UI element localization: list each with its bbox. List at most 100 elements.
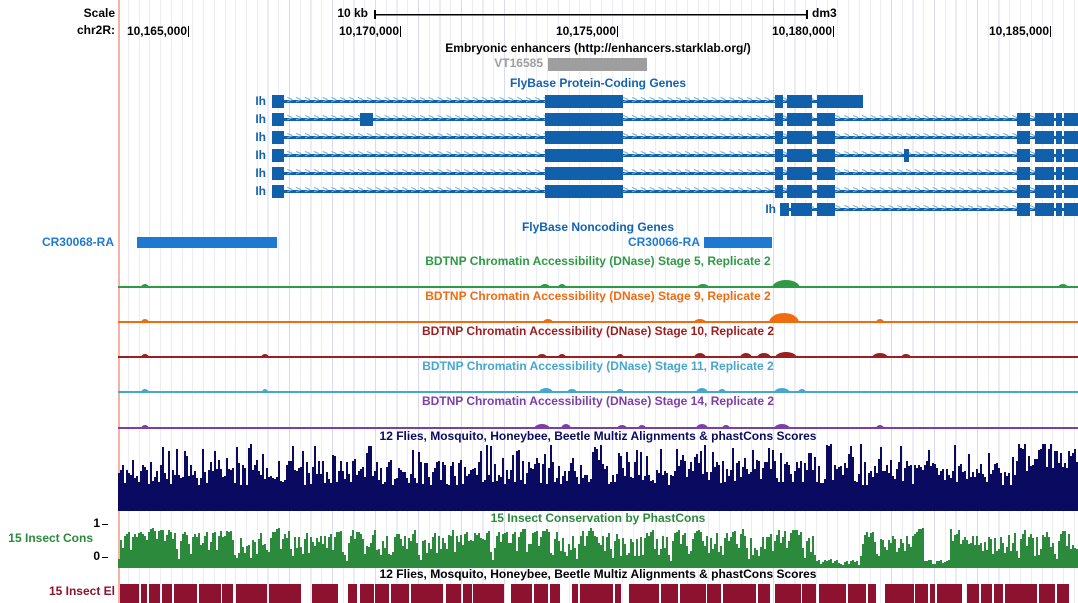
gene-intron-line[interactable]: >>>>>>>>>>>>>>>>>>>>>>>>>>>>>>>>>>>>>>>>… xyxy=(278,149,1078,162)
gene-exon[interactable] xyxy=(775,167,783,180)
gene-exon[interactable] xyxy=(833,95,863,108)
gene-intron-line[interactable]: >>>>>>>>>>>>>>>>>>>>>>>>>>>>>>>>>>>>> xyxy=(782,203,1078,216)
gene-intron-line[interactable]: >>>>>>>>>>>>>>>>>>>>>>>>>>>>>>>>>>>>>>>>… xyxy=(278,167,1078,180)
gene-exon[interactable] xyxy=(1017,167,1030,180)
gene-exon[interactable] xyxy=(1035,203,1054,216)
gene-exon[interactable] xyxy=(1056,113,1062,126)
gene-label[interactable]: Ih xyxy=(255,148,266,162)
gene-exon[interactable] xyxy=(1056,167,1062,180)
elements-left-label[interactable]: 15 Insect El xyxy=(48,584,115,598)
gene-exon[interactable] xyxy=(1056,203,1062,216)
gene-exon[interactable] xyxy=(780,203,789,216)
gene-exon[interactable] xyxy=(787,167,812,180)
gene-exon[interactable] xyxy=(1035,131,1054,144)
gene-exon[interactable] xyxy=(904,149,909,162)
track-title-multiz2[interactable]: 12 Flies, Mosquito, Honeybee, Beetle Mul… xyxy=(379,567,817,581)
gene-exon[interactable] xyxy=(1017,131,1030,144)
gene-exon[interactable] xyxy=(272,185,284,198)
gene-exon[interactable] xyxy=(817,185,835,198)
gene-exon[interactable] xyxy=(545,149,623,162)
track-title-bdtnp-1[interactable]: BDTNP Chromatin Accessibility (DNase) St… xyxy=(425,289,771,303)
gene-exon[interactable] xyxy=(1056,149,1062,162)
gene-exon[interactable] xyxy=(1035,149,1054,162)
conservation-left-label[interactable]: 15 Insect Cons xyxy=(8,531,93,545)
gene-exon[interactable] xyxy=(1064,113,1078,126)
gene-exon[interactable] xyxy=(787,95,812,108)
gene-intron-line[interactable]: >>>>>>>>>>>>>>>>>>>>>>>>>>>>>>>>>>>>>>>>… xyxy=(278,113,1078,126)
elements-track[interactable] xyxy=(118,584,1078,603)
track-title-coding[interactable]: FlyBase Protein-Coding Genes xyxy=(509,76,687,90)
noncoding-gene-cr30068[interactable] xyxy=(137,237,277,248)
gene-exon[interactable] xyxy=(817,149,835,162)
enhancer-item-label[interactable]: VT16585 xyxy=(494,56,543,70)
gene-exon[interactable] xyxy=(787,149,812,162)
gene-label[interactable]: Ih xyxy=(765,202,776,216)
gene-exon[interactable] xyxy=(817,131,835,144)
noncoding-gene-cr30066[interactable] xyxy=(704,237,772,248)
gene-exon[interactable] xyxy=(1035,185,1054,198)
gene-exon[interactable] xyxy=(545,131,623,144)
gene-exon[interactable] xyxy=(817,95,835,108)
gene-exon[interactable] xyxy=(545,185,623,198)
noncoding-gene-label-cr30066[interactable]: CR30066-RA xyxy=(627,235,700,249)
signal-baseline[interactable] xyxy=(118,286,1078,288)
gene-label[interactable]: Ih xyxy=(255,166,266,180)
track-title-enhancers[interactable]: Embryonic enhancers (http://enhancers.st… xyxy=(445,41,751,55)
signal-baseline[interactable] xyxy=(118,427,1078,429)
gene-exon[interactable] xyxy=(817,113,835,126)
gene-exon[interactable] xyxy=(272,95,284,108)
gene-exon[interactable] xyxy=(272,131,284,144)
gene-exon[interactable] xyxy=(360,113,373,126)
gene-exon[interactable] xyxy=(1064,185,1078,198)
track-title-bdtnp-2[interactable]: BDTNP Chromatin Accessibility (DNase) St… xyxy=(421,324,775,338)
signal-baseline[interactable] xyxy=(118,391,1078,393)
gene-exon[interactable] xyxy=(545,167,623,180)
track-title-bdtnp-4[interactable]: BDTNP Chromatin Accessibility (DNase) St… xyxy=(421,394,775,408)
gene-exon[interactable] xyxy=(775,95,783,108)
gene-exon[interactable] xyxy=(1056,131,1062,144)
track-title-conservation[interactable]: 15 Insect Conservation by PhastCons xyxy=(490,511,706,525)
conservation-histogram[interactable] xyxy=(118,527,1078,568)
gene-exon[interactable] xyxy=(1035,113,1054,126)
noncoding-gene-label-cr30068[interactable]: CR30068-RA xyxy=(41,235,114,249)
gene-exon[interactable] xyxy=(1064,149,1078,162)
gene-exon[interactable] xyxy=(1035,167,1054,180)
gene-exon[interactable] xyxy=(1064,131,1078,144)
gene-exon[interactable] xyxy=(545,95,623,108)
gene-exon[interactable] xyxy=(272,167,284,180)
gene-label[interactable]: Ih xyxy=(255,184,266,198)
gene-exon[interactable] xyxy=(1017,185,1030,198)
track-title-bdtnp-0[interactable]: BDTNP Chromatin Accessibility (DNase) St… xyxy=(425,254,771,268)
gene-exon[interactable] xyxy=(1064,203,1078,216)
gene-exon[interactable] xyxy=(787,185,812,198)
track-title-noncoding[interactable]: FlyBase Noncoding Genes xyxy=(521,220,675,234)
gene-label[interactable]: Ih xyxy=(255,130,266,144)
enhancer-item-vt16585[interactable] xyxy=(548,58,647,71)
signal-baseline[interactable] xyxy=(118,356,1078,358)
gene-exon[interactable] xyxy=(791,203,812,216)
track-title-bdtnp-3[interactable]: BDTNP Chromatin Accessibility (DNase) St… xyxy=(422,359,774,373)
gene-exon[interactable] xyxy=(775,185,783,198)
gene-exon[interactable] xyxy=(787,113,812,126)
gene-exon[interactable] xyxy=(1064,167,1078,180)
gene-label[interactable]: Ih xyxy=(255,112,266,126)
gene-exon[interactable] xyxy=(775,113,783,126)
gene-label[interactable]: Ih xyxy=(255,94,266,108)
gene-exon[interactable] xyxy=(817,167,835,180)
gene-intron-line[interactable]: >>>>>>>>>>>>>>>>>>>>>>>>>>>>>>>>>>>>>>>>… xyxy=(278,131,1078,144)
gene-exon[interactable] xyxy=(1017,203,1030,216)
track-title-multiz[interactable]: 12 Flies, Mosquito, Honeybee, Beetle Mul… xyxy=(379,429,817,443)
gene-exon[interactable] xyxy=(1017,113,1030,126)
gene-exon[interactable] xyxy=(787,131,812,144)
gene-exon[interactable] xyxy=(775,131,783,144)
gene-exon[interactable] xyxy=(1017,149,1030,162)
gene-exon[interactable] xyxy=(817,203,835,216)
gene-exon[interactable] xyxy=(545,113,623,126)
signal-baseline[interactable] xyxy=(118,321,1078,323)
gene-exon[interactable] xyxy=(1056,185,1062,198)
gene-exon[interactable] xyxy=(272,113,284,126)
gene-exon[interactable] xyxy=(272,149,284,162)
multiz-histogram[interactable] xyxy=(118,444,1078,511)
gene-exon[interactable] xyxy=(775,149,783,162)
gene-intron-line[interactable]: >>>>>>>>>>>>>>>>>>>>>>>>>>>>>>>>>>>>>>>>… xyxy=(278,185,1078,198)
